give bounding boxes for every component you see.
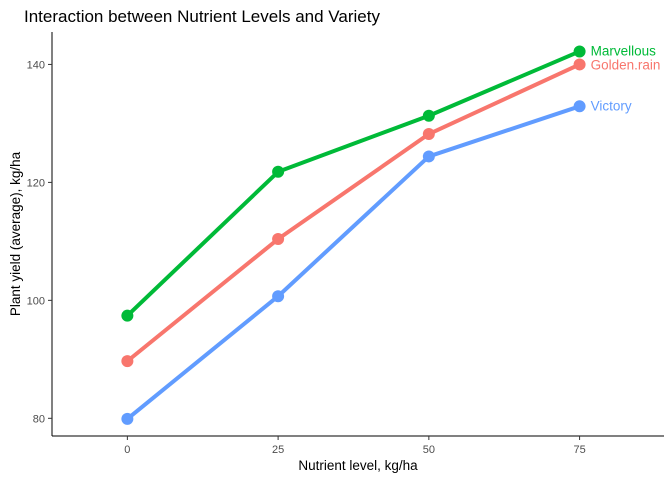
data-point <box>422 128 435 141</box>
y-tick-label: 120 <box>27 177 45 189</box>
chart-title: Interaction between Nutrient Levels and … <box>24 7 380 26</box>
x-tick-label: 0 <box>124 444 130 456</box>
data-point <box>272 165 285 178</box>
y-tick-label: 140 <box>27 59 45 71</box>
y-axis-title: Plant yield (average), kg/ha <box>8 151 23 316</box>
data-point <box>121 309 134 322</box>
x-tick-label: 75 <box>573 444 585 456</box>
data-point <box>573 100 586 113</box>
data-point <box>573 58 586 71</box>
series-label: Golden.rain <box>591 57 661 72</box>
series-golden-rain: Golden.rain <box>121 57 661 368</box>
series-line <box>125 62 582 364</box>
series-label: Victory <box>591 98 632 113</box>
x-tick-label: 50 <box>423 444 435 456</box>
data-point <box>573 45 586 58</box>
series-line <box>125 49 582 318</box>
y-tick-label: 80 <box>33 413 45 425</box>
series-marvellous: Marvellous <box>121 43 657 322</box>
data-point <box>272 233 285 246</box>
y-tick-label: 100 <box>27 295 45 307</box>
data-point <box>272 290 285 303</box>
data-point <box>422 150 435 163</box>
x-tick-label: 25 <box>272 444 284 456</box>
data-point <box>121 355 134 368</box>
x-axis-title: Nutrient level, kg/ha <box>298 458 418 473</box>
series-line <box>125 104 582 421</box>
axes: 0 25 50 75 80 100 120 140 <box>27 32 664 456</box>
series-victory: Victory <box>121 98 632 425</box>
series-label: Marvellous <box>591 43 657 58</box>
data-point <box>422 109 435 122</box>
data-point <box>121 412 134 425</box>
